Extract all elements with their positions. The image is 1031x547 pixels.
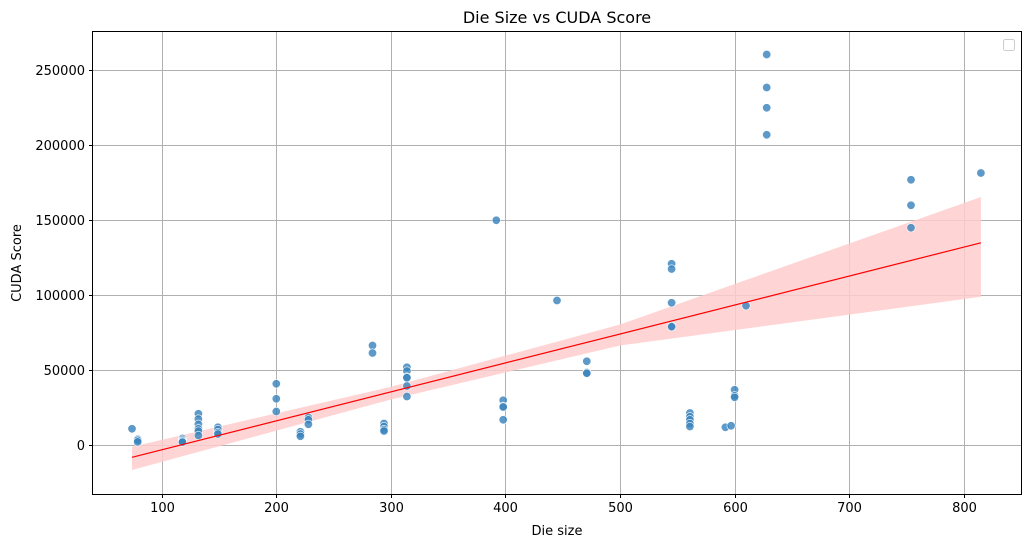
data-point: [379, 426, 389, 436]
y-axis-ticks: 0 50000 100000 150000 200000 250000: [35, 64, 93, 454]
y-tick-label: 100000: [35, 289, 85, 304]
data-point: [295, 431, 305, 441]
x-tick-label: 700: [837, 501, 862, 516]
data-point: [498, 402, 508, 412]
data-point: [667, 264, 677, 274]
y-axis-label: CUDA Score: [10, 224, 25, 302]
data-point: [906, 175, 916, 185]
y-tick-label: 150000: [35, 214, 85, 229]
data-point: [491, 215, 501, 225]
plot-frame: [92, 31, 1022, 495]
chart-title: Die Size vs CUDA Score: [463, 8, 651, 27]
x-tick-label: 400: [493, 501, 518, 516]
data-point: [552, 295, 562, 305]
data-point: [582, 368, 592, 378]
y-tick-label: 250000: [35, 64, 85, 79]
data-point: [730, 392, 740, 402]
x-tick-label: 300: [379, 501, 404, 516]
data-point: [906, 200, 916, 210]
data-point: [402, 373, 412, 383]
data-point: [402, 391, 412, 401]
data-point: [762, 49, 772, 59]
data-point: [133, 437, 143, 447]
x-tick-label: 800: [952, 501, 977, 516]
data-point: [303, 419, 313, 429]
data-points: [127, 49, 986, 447]
data-point: [367, 340, 377, 350]
data-point: [498, 415, 508, 425]
data-point: [193, 430, 203, 440]
data-point: [976, 168, 986, 178]
y-tick-label: 50000: [44, 364, 85, 379]
regression-line-path: [131, 242, 982, 458]
data-point: [582, 356, 592, 366]
data-point: [762, 130, 772, 140]
y-tick-label: 200000: [35, 139, 85, 154]
x-tick-label: 200: [264, 501, 289, 516]
confidence-band-area: [132, 197, 981, 470]
data-point: [367, 348, 377, 358]
data-point: [906, 223, 916, 233]
x-axis-ticks: 100 200 300 400 500 600 700 800: [150, 494, 977, 516]
x-tick-label: 600: [723, 501, 748, 516]
data-point: [762, 83, 772, 93]
x-tick-label: 500: [608, 501, 633, 516]
confidence-band: [132, 197, 981, 470]
x-tick-label: 100: [150, 501, 175, 516]
data-point: [271, 394, 281, 404]
data-point: [271, 379, 281, 389]
x-axis-label: Die size: [532, 524, 583, 539]
data-point: [127, 424, 137, 434]
data-point: [726, 421, 736, 431]
data-point: [667, 322, 677, 332]
regression-line: [131, 242, 982, 458]
legend-box: [1003, 39, 1015, 51]
data-point: [685, 421, 695, 431]
y-tick-label: 0: [77, 439, 85, 454]
data-point: [271, 406, 281, 416]
data-point: [667, 298, 677, 308]
data-point: [762, 103, 772, 113]
